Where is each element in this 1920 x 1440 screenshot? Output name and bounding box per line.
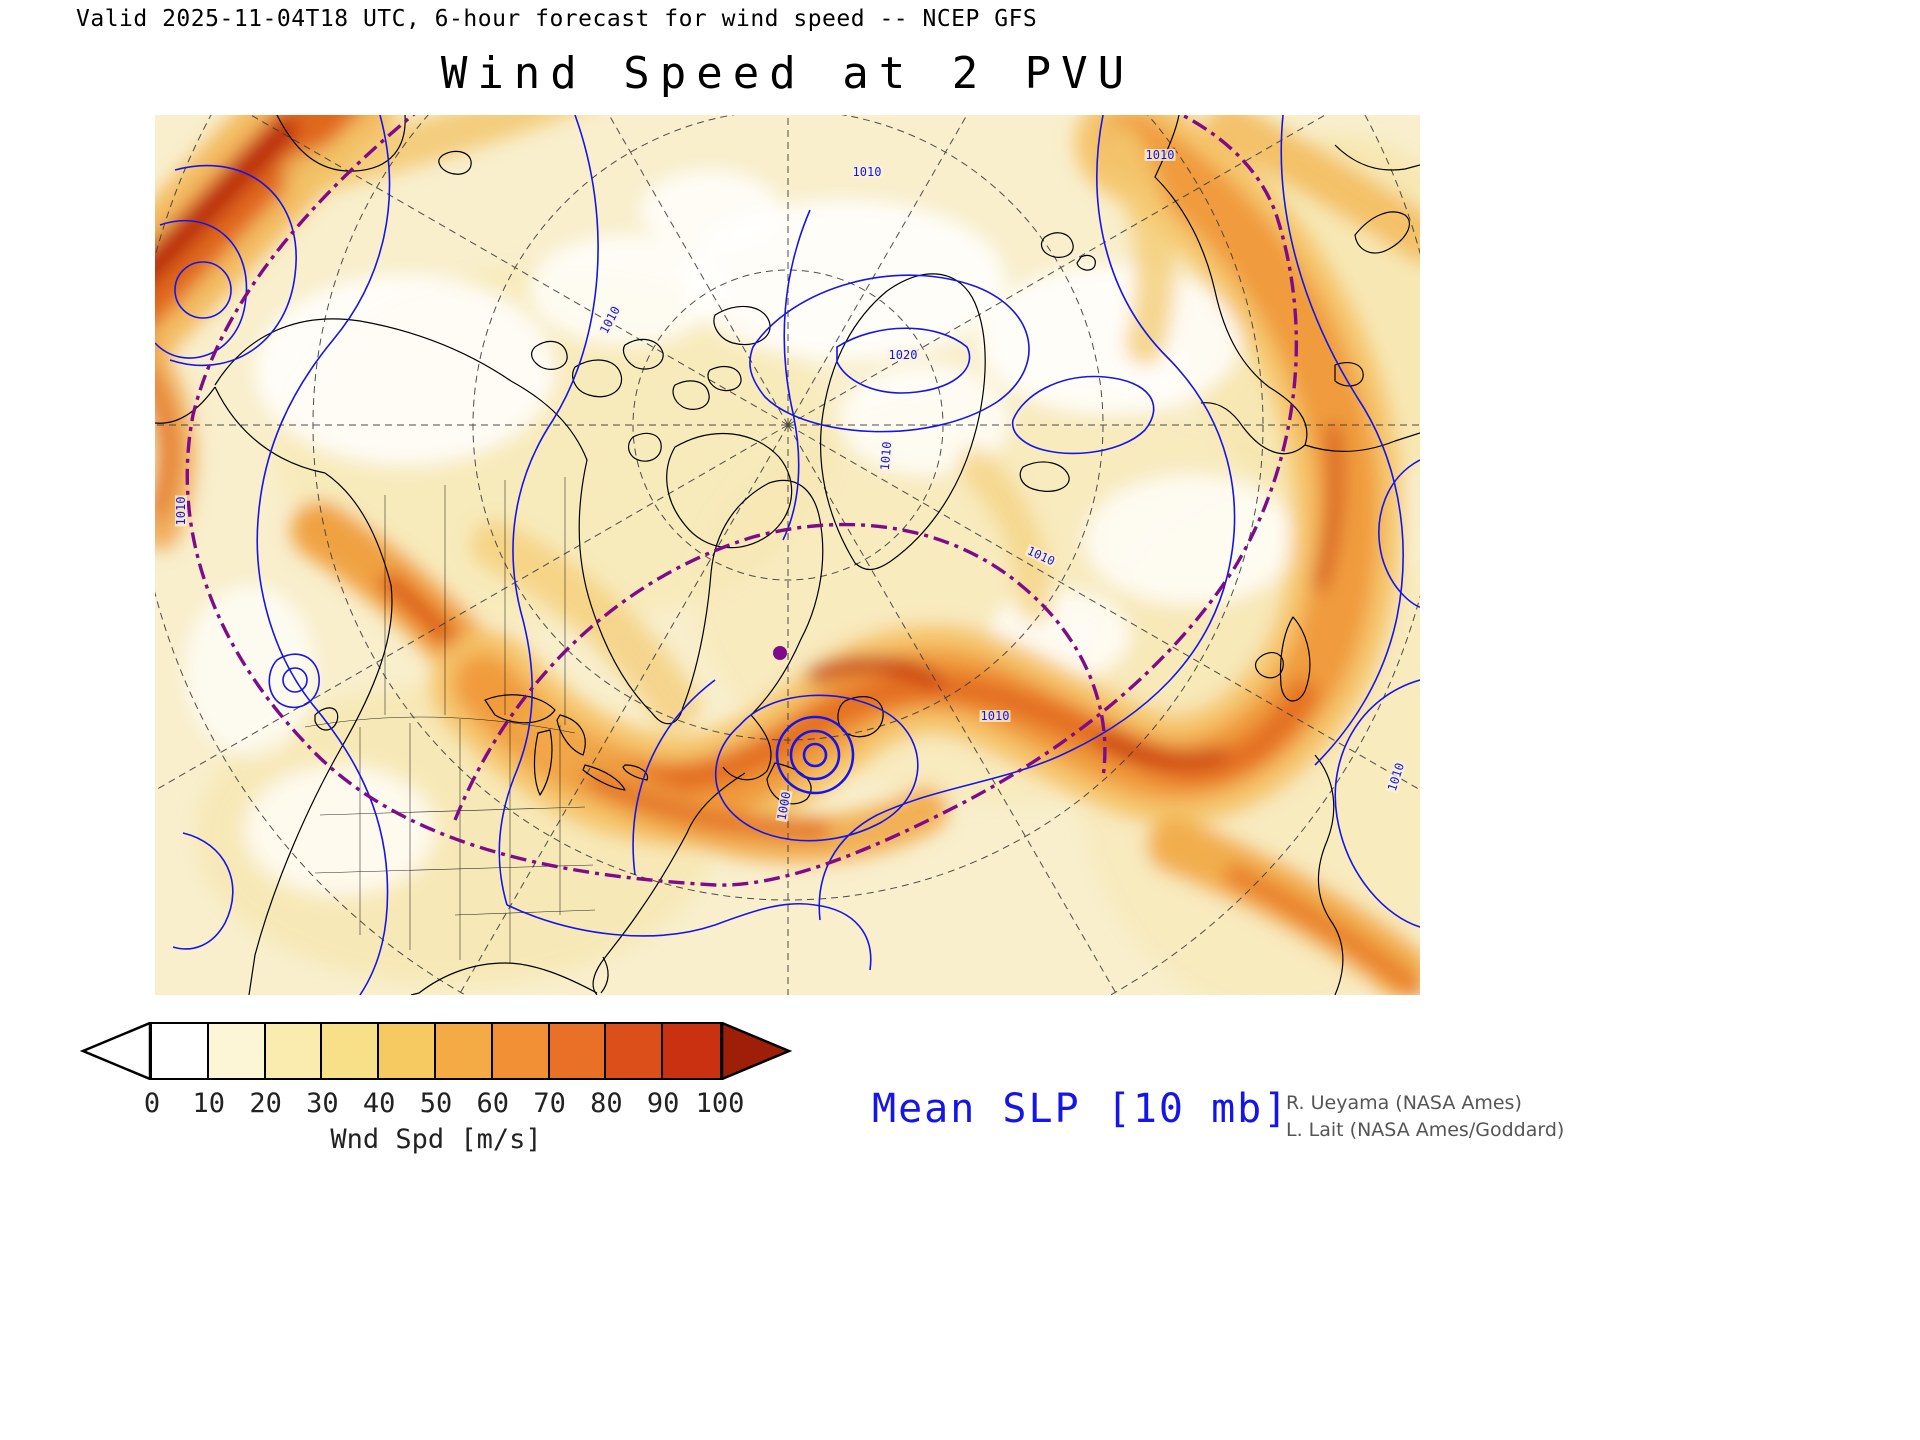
colorbar: 0 10 20 30 40 50 60 70 80 90 100 Wnd Spd [m/s] [80,1022,792,1162]
british-isles-coastline [1254,616,1311,702]
colorbar-segment [549,1024,607,1078]
pv-contour [185,115,1299,887]
credit-line-1: R. Ueyama (NASA Ames) [1286,1092,1522,1114]
colorbar-tick: 60 [476,1088,510,1119]
colorbar-segment [322,1024,380,1078]
colorbar-tick: 20 [249,1088,282,1119]
colorbar-tick: 30 [306,1088,339,1119]
slp-contours [155,115,1420,995]
scandinavia-coastline [1154,115,1308,455]
map-title: Wind Speed at 2 PVU [440,48,1135,99]
colorbar-segment [152,1024,209,1078]
colorbar-segment [492,1024,550,1078]
colorbar-tick: 70 [533,1088,566,1119]
map-marker-dot [773,646,787,660]
low-pressure-center-contours [775,715,855,795]
colorbar-tick: 50 [419,1088,453,1119]
colorbar-left-arrow [80,1022,150,1080]
colorbar-segments [150,1022,722,1080]
newfoundland-coastline [837,696,884,738]
credit-line-2: L. Lait (NASA Ames/Goddard) [1286,1119,1565,1141]
greenland-coastline [820,273,986,571]
valid-time-line: Valid 2025-11-04T18 UTC, 6-hour forecast… [76,6,1038,32]
colorbar-tick: 10 [192,1088,226,1119]
slp-legend-label: Mean SLP [10 mb] [872,1086,1290,1132]
colorbar-segment [379,1024,436,1078]
colorbar-right-arrow [721,1022,792,1080]
colorbar-segment [435,1024,493,1078]
colorbar-segment [265,1024,323,1078]
colorbar-label: Wnd Spd [m/s] [330,1124,542,1155]
colorbar-tick: 100 [695,1088,745,1119]
baffin-island-coastline [666,432,793,549]
colorbar-bar [80,1022,792,1080]
great-lakes-coastline [484,694,649,796]
credits: R. Ueyama (NASA Ames) L. Lait (NASA Ames… [1286,1090,1564,1144]
weather-map-canvas [155,115,1420,995]
iceland-coastline [1019,461,1070,492]
colorbar-segment [208,1024,266,1078]
colorbar-tick: 80 [590,1088,623,1119]
state-province-borders [304,477,596,963]
colorbar-tick: 0 [143,1088,161,1119]
colorbar-segment [663,1024,720,1078]
coastlines [155,115,1420,995]
colorbar-tick: 90 [646,1088,680,1119]
colorbar-tick: 40 [362,1088,396,1119]
weather-map: 1010 1010 1010 1010 1010 1010 1010 1000 1020 1010 [155,115,1420,995]
colorbar-segment [606,1024,664,1078]
